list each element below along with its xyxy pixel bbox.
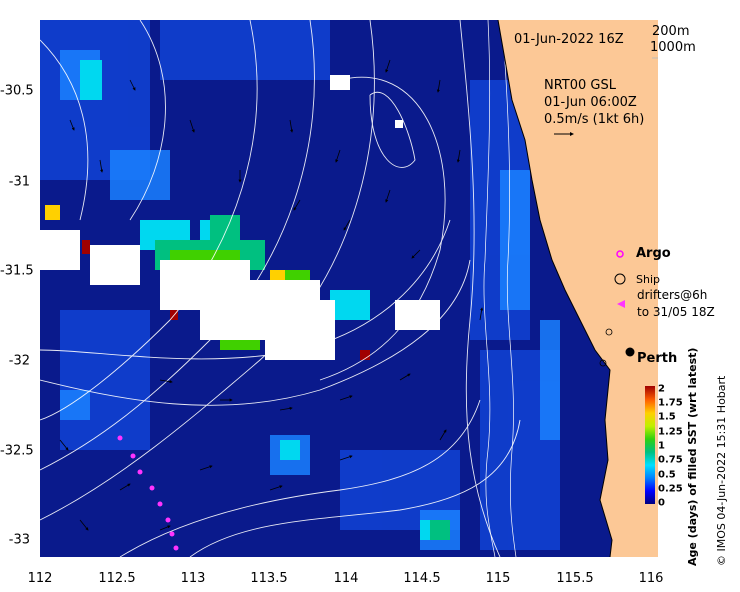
map-panel: 01-Jun-2022 16Z 200m 1000m NRT00 GSL 01-…	[40, 20, 715, 557]
vector-scale-label: 0.5m/s (1kt 6h)	[544, 112, 645, 127]
colorbar-tick: 1.25	[658, 426, 683, 438]
date-label: 01-Jun-2022 16Z	[514, 32, 624, 47]
x-tick: 114	[333, 571, 359, 586]
sst-age-map	[40, 20, 658, 557]
colorbar-tick: 0.75	[658, 454, 683, 466]
x-tick: 112	[27, 571, 53, 586]
colorbar-tick: 1.5	[658, 411, 676, 423]
bathymetry-contours	[483, 20, 517, 557]
y-tick: -31.5	[0, 263, 34, 279]
x-tick: 113.5	[250, 571, 288, 586]
colorbar-tick: 1.75	[658, 397, 683, 409]
y-tick: -32	[8, 353, 30, 369]
legend-drifters-1: drifters@6h	[637, 288, 708, 302]
x-tick: 112.5	[98, 571, 136, 586]
legend-ship: Ship	[636, 273, 660, 286]
drifter-legend-marker	[617, 300, 625, 308]
ship-marker	[614, 273, 626, 285]
x-tick: 115.5	[556, 571, 594, 586]
perth-marker	[625, 347, 635, 357]
ship-obs	[599, 359, 607, 367]
land-area	[498, 20, 658, 557]
current-vectors	[59, 59, 484, 531]
ship-obs	[605, 328, 613, 336]
model-name: NRT00 GSL	[544, 78, 616, 93]
y-tick: -32.5	[0, 443, 34, 459]
colorbar-tick: 2	[658, 383, 665, 395]
x-tick: 116	[638, 571, 664, 586]
x-tick: 113	[180, 571, 206, 586]
colorbar-label: Age (days) of filled SST (wrt latest)	[686, 347, 699, 566]
contour-label-1000m: 1000m	[650, 40, 696, 55]
city-label-perth: Perth	[637, 351, 678, 366]
credit-text: © IMOS 04-Jun-2022 15:31 Hobart	[715, 375, 728, 566]
argo-marker	[616, 250, 624, 258]
drifter-track	[117, 435, 179, 551]
colorbar-tick: 0.25	[658, 483, 683, 495]
coastline	[497, 20, 613, 557]
current-streamlines	[40, 20, 521, 557]
x-tick: 114.5	[403, 571, 441, 586]
colorbar-tick: 0	[658, 497, 665, 509]
colorbar-tick: 1	[658, 440, 665, 452]
legend-drifters-2: to 31/05 18Z	[637, 305, 715, 319]
contour-label-200m: 200m	[652, 24, 690, 39]
y-tick: -31	[8, 174, 30, 190]
legend-argo: Argo	[636, 246, 671, 261]
y-tick: -30.5	[0, 83, 34, 99]
x-tick: 115	[485, 571, 511, 586]
colorbar-tick: 0.5	[658, 469, 676, 481]
colorbar	[645, 386, 655, 504]
y-tick: -33	[8, 532, 30, 548]
model-time: 01-Jun 06:00Z	[544, 95, 637, 110]
